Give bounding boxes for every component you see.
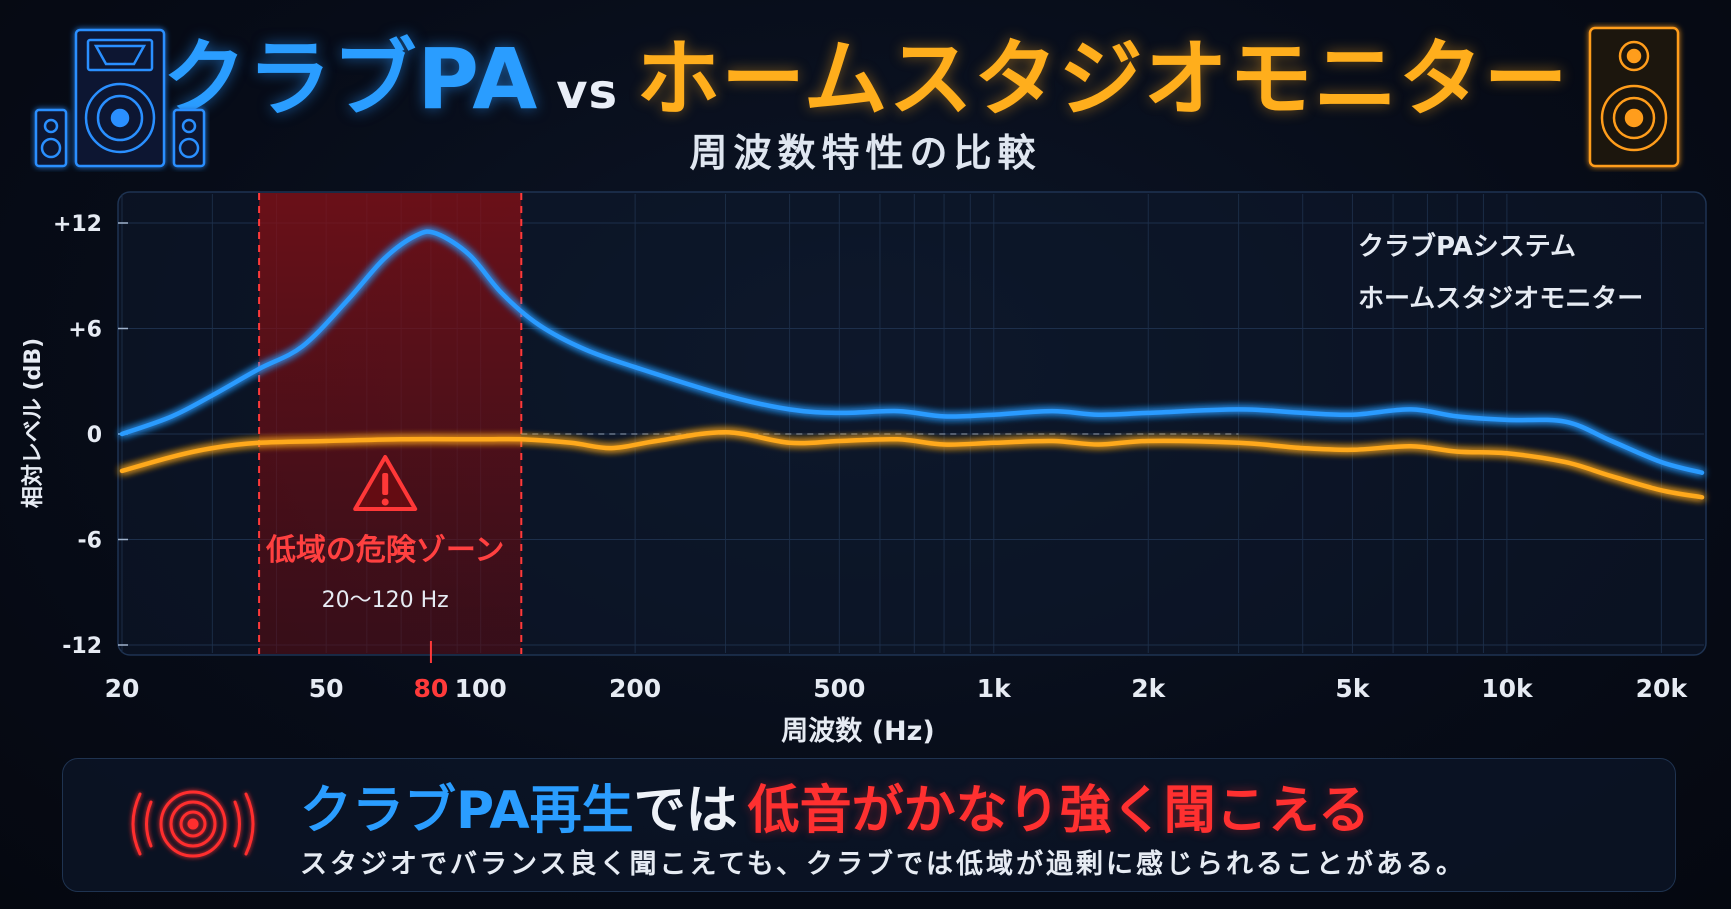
- y-axis-label: 相対レベル (dB): [21, 338, 46, 508]
- banner-headline-warning: 低音がかなり強く聞こえる: [747, 781, 1371, 841]
- banner-headline: クラブPA再生では 低音がかなり強く聞こえる: [300, 768, 1370, 843]
- banner-subtext: スタジオでバランス良く聞こえても、クラブでは低域が過剰に感じられることがある。: [300, 849, 1466, 880]
- x-tick-label: 10k: [1481, 674, 1534, 703]
- x-tick-label: 50: [309, 674, 344, 703]
- x-axis-label: 周波数 (Hz): [781, 716, 934, 747]
- x-tick-label: 5k: [1335, 674, 1370, 703]
- legend-label: ホームスタジオモニター: [1358, 284, 1643, 314]
- series-line-0: [119, 229, 1705, 475]
- legend-label: クラブPAシステム: [1358, 231, 1576, 262]
- sound-wave-icon: [131, 790, 255, 858]
- title-vs: vs: [556, 64, 619, 120]
- series-line-1: [119, 429, 1705, 500]
- danger-zone: 低域の危険ゾーン 20～120 Hz: [258, 193, 523, 654]
- x-tick-label: 80: [414, 674, 449, 703]
- banner-headline-club: クラブPA再生: [300, 781, 634, 841]
- warning-icon: [353, 455, 418, 511]
- y-tick-label: +6: [68, 318, 102, 343]
- summary-banner: [62, 758, 1676, 892]
- danger-zone-label: 低域の危険ゾーン: [265, 533, 505, 568]
- studio-monitor-icon: [1588, 26, 1680, 168]
- warning-bar: [382, 473, 389, 495]
- page-title: クラブPA vs ホームスタジオモニター: [0, 12, 1731, 133]
- x-tick-label: 100: [455, 674, 507, 703]
- axis-labels: 周波数 (Hz) 相対レベル (dB): [21, 338, 935, 747]
- y-axis: +12 +6 0 -6 -12: [53, 212, 128, 659]
- x-tick-label: 2k: [1131, 674, 1166, 703]
- x-tick-label: 500: [813, 674, 865, 703]
- title-home-studio: ホームスタジオモニター: [636, 30, 1569, 128]
- y-tick-label: 0: [87, 423, 102, 448]
- banner-headline-connector: では: [633, 781, 738, 841]
- danger-zone-range: 20～120 Hz: [322, 588, 449, 613]
- series-lines: [119, 229, 1705, 500]
- x-axis: 20 50 80 100 200 500 1k 2k 5k 10k 20k: [105, 641, 1689, 703]
- title-club-pa: クラブPA: [162, 30, 539, 128]
- x-tick-label: 200: [609, 674, 661, 703]
- y-tick-label: +12: [53, 212, 102, 237]
- warning-dot: [381, 498, 389, 506]
- danger-zone-band: [259, 193, 522, 654]
- pa-speaker-stack-icon: [34, 28, 206, 168]
- x-tick-label: 20: [105, 674, 140, 703]
- y-tick-label: -12: [62, 634, 102, 659]
- page-subtitle: 周波数特性の比較: [689, 131, 1042, 175]
- y-tick-label: -6: [78, 529, 102, 554]
- x-tick-label: 1k: [977, 674, 1012, 703]
- x-tick-label: 20k: [1636, 674, 1689, 703]
